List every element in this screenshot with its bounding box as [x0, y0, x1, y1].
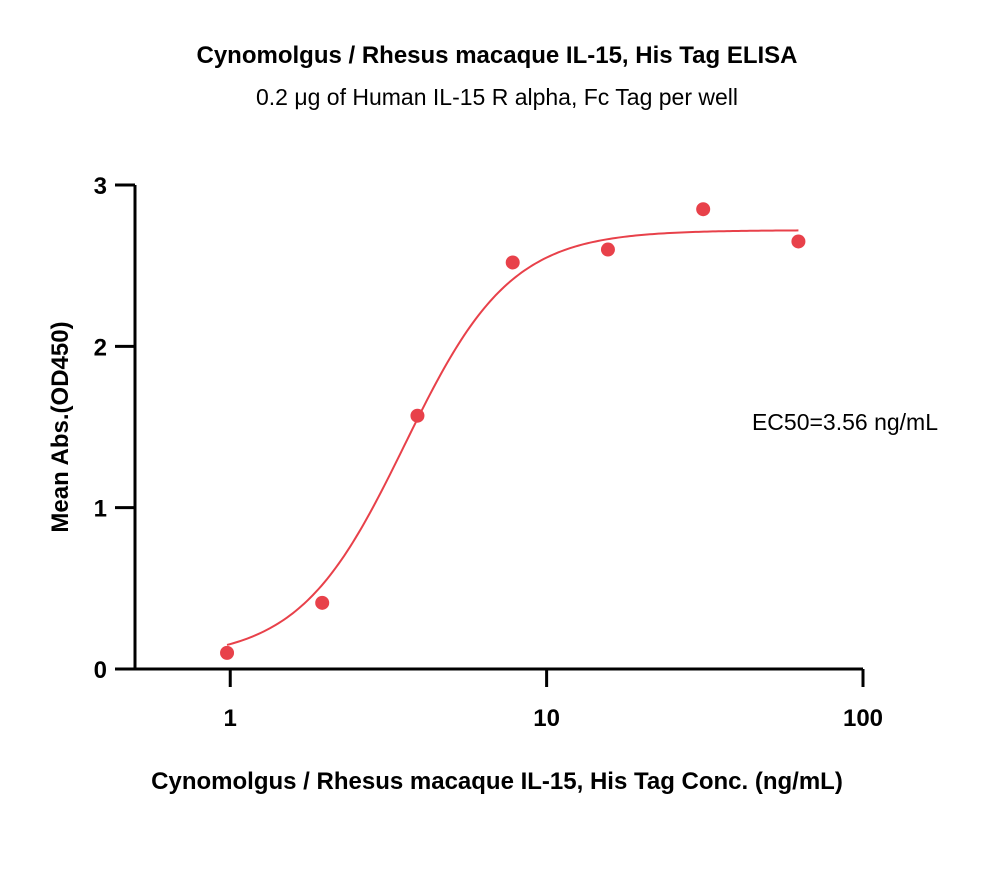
- data-point: [791, 234, 806, 249]
- data-points: [220, 202, 806, 660]
- ec50-annotation: EC50=3.56 ng/mL: [752, 409, 938, 435]
- fit-curve: [226, 229, 799, 646]
- data-point: [315, 595, 330, 610]
- data-point: [600, 242, 615, 257]
- y-axis-label: Mean Abs.(OD450): [47, 321, 74, 532]
- x-tick-label: 1: [224, 705, 237, 732]
- data-point: [410, 408, 425, 423]
- data-point: [220, 645, 235, 660]
- x-axis-ticks: 1 10 100: [224, 669, 883, 732]
- y-axis-ticks: 0 1 2 3: [94, 173, 135, 684]
- chart-title: Cynomolgus / Rhesus macaque IL-15, His T…: [196, 42, 797, 69]
- y-tick-label: 3: [94, 173, 107, 200]
- data-point: [505, 255, 520, 270]
- x-tick-label: 100: [843, 705, 883, 732]
- y-tick-label: 2: [94, 334, 107, 361]
- y-tick-label: 0: [94, 657, 107, 684]
- x-axis-label: Cynomolgus / Rhesus macaque IL-15, His T…: [151, 768, 843, 795]
- x-tick-label: 10: [533, 705, 560, 732]
- data-point: [696, 202, 711, 217]
- y-tick-label: 1: [94, 496, 107, 523]
- chart-subtitle: 0.2 μg of Human IL-15 R alpha, Fc Tag pe…: [256, 84, 738, 110]
